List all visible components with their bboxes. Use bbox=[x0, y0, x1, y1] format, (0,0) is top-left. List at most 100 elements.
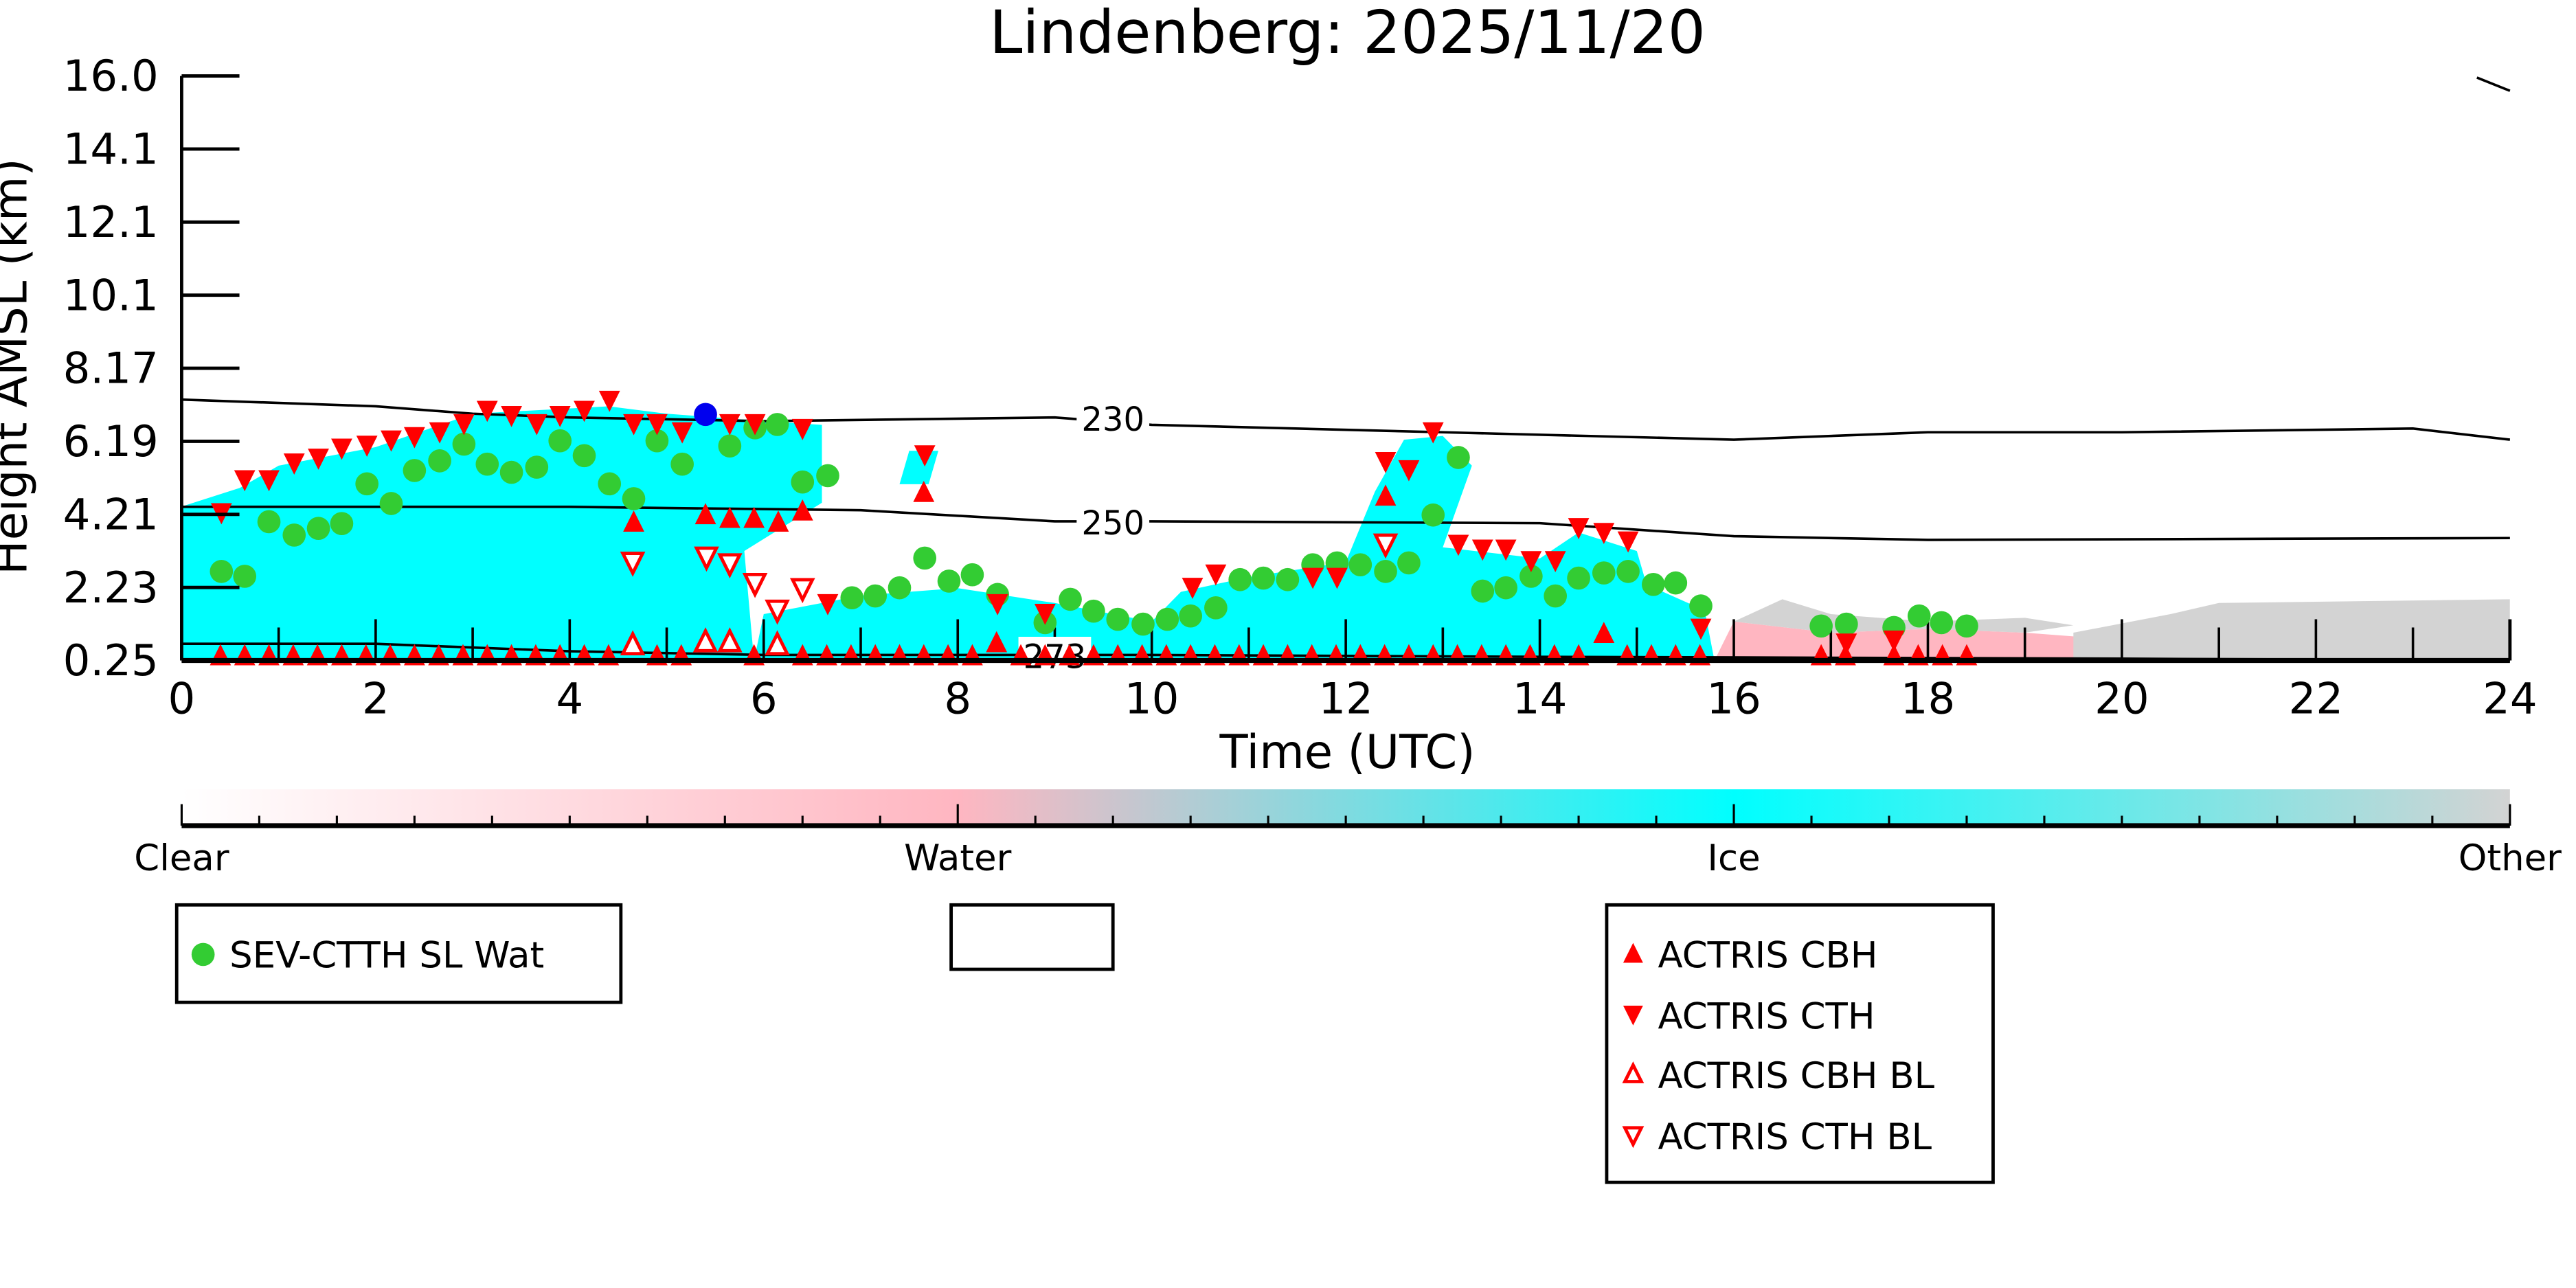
data-point-triangle-down bbox=[1568, 518, 1590, 539]
data-point-circle bbox=[306, 517, 330, 541]
data-point-circle bbox=[765, 413, 789, 436]
data-point-triangle-down-open bbox=[789, 578, 815, 604]
data-point-circle bbox=[1252, 566, 1275, 590]
data-point-circle bbox=[548, 429, 572, 453]
data-point-circle bbox=[1592, 561, 1616, 585]
data-point-circle bbox=[645, 429, 669, 453]
data-point-triangle-down bbox=[429, 422, 451, 444]
cloud-region-ice bbox=[754, 436, 1715, 661]
triangle-down-icon bbox=[1623, 1005, 1643, 1026]
data-point-circle bbox=[257, 510, 281, 534]
data-point-circle bbox=[233, 565, 257, 588]
x-tick-label: 18 bbox=[1901, 673, 1956, 723]
x-tick-label: 6 bbox=[750, 673, 778, 723]
data-point-circle bbox=[1544, 584, 1568, 608]
contour-label: 273 bbox=[1024, 638, 1087, 677]
y-tick-label: 8.17 bbox=[63, 343, 159, 394]
x-tick-label: 14 bbox=[1513, 673, 1568, 723]
data-point-triangle-down-open bbox=[1372, 533, 1399, 559]
y-tick-label: 6.19 bbox=[63, 416, 159, 466]
data-point-triangle-down bbox=[574, 400, 595, 422]
contour-label-bg bbox=[1076, 503, 1150, 540]
cloud-region-water bbox=[1714, 621, 2171, 661]
data-point-circle bbox=[1374, 560, 1397, 583]
data-point-triangle-down bbox=[1034, 603, 1056, 625]
data-point-circle bbox=[718, 434, 742, 458]
y-tick-label: 10.1 bbox=[63, 270, 159, 320]
data-point-triangle-down bbox=[331, 438, 352, 460]
x-tick-label: 10 bbox=[1125, 673, 1179, 723]
data-point-circle bbox=[1106, 607, 1130, 631]
data-point-circle bbox=[1955, 614, 1978, 638]
triangle-up-open-icon bbox=[1622, 1061, 1645, 1083]
x-tick-label: 4 bbox=[556, 673, 583, 723]
colorbar-label: Water bbox=[904, 837, 1012, 879]
data-point-circle bbox=[1348, 553, 1372, 576]
data-point-triangle-down-open bbox=[717, 553, 743, 578]
data-point-triangle-down bbox=[1326, 567, 1348, 589]
data-point-triangle-down-open bbox=[694, 546, 719, 572]
data-point-triangle-up bbox=[1593, 622, 1615, 644]
contour-label-bg bbox=[1018, 636, 1092, 673]
data-point-triangle-up-open bbox=[692, 627, 719, 653]
contour-label: 230 bbox=[1081, 400, 1144, 439]
data-point-triangle-down bbox=[623, 414, 644, 436]
data-point-triangle-up bbox=[913, 480, 935, 502]
data-point-triangle-up bbox=[986, 631, 1008, 653]
legend-label: ACTRIS CTH BL bbox=[1658, 1116, 1932, 1158]
data-point-circle bbox=[1689, 594, 1713, 618]
legend-sev: SEV-CTTH SL Wat bbox=[174, 903, 623, 1004]
y-tick-label: 0.25 bbox=[63, 635, 159, 686]
data-point-triangle-down bbox=[526, 414, 547, 436]
data-point-triangle-up-open bbox=[620, 630, 646, 656]
data-point-circle bbox=[1155, 607, 1179, 631]
x-tick-label: 24 bbox=[2483, 673, 2538, 723]
legend-empty bbox=[949, 903, 1115, 971]
cloud-region-other bbox=[2073, 599, 2510, 661]
data-point-triangle-up bbox=[767, 510, 789, 532]
data-point-triangle-down bbox=[1835, 633, 1857, 655]
data-point-circle bbox=[379, 492, 403, 515]
data-point-triangle-down bbox=[549, 406, 571, 427]
data-point-triangle-down-open bbox=[620, 552, 646, 577]
triangle-down-open-icon bbox=[1622, 1126, 1645, 1149]
data-point-circle bbox=[210, 560, 234, 583]
data-point-circle bbox=[1567, 566, 1590, 590]
contour-label: 250 bbox=[1081, 504, 1144, 543]
data-point-triangle-down bbox=[381, 430, 402, 452]
contour-label-bg bbox=[1076, 399, 1150, 436]
legend-label: SEV-CTTH SL Wat bbox=[229, 935, 544, 977]
data-point-circle bbox=[1930, 611, 1954, 635]
data-point-triangle-down bbox=[258, 470, 280, 492]
data-point-triangle-down bbox=[403, 427, 425, 449]
x-tick-label: 22 bbox=[2289, 673, 2344, 723]
data-point-circle bbox=[1397, 551, 1421, 575]
data-point-triangle-down bbox=[598, 390, 620, 412]
data-point-triangle-down bbox=[646, 414, 668, 436]
data-point-circle bbox=[1131, 612, 1155, 636]
data-point-circle bbox=[525, 455, 549, 479]
data-point-triangle-down bbox=[1544, 551, 1566, 573]
x-tick-label: 0 bbox=[168, 673, 196, 723]
x-tick-label: 2 bbox=[362, 673, 389, 723]
data-point-circle bbox=[913, 546, 937, 570]
legend-actris: ACTRIS CBH ACTRIS CTH ACTRIS CBH BL ACTR… bbox=[1605, 903, 1995, 1184]
data-point-triangle-down bbox=[817, 594, 839, 615]
data-point-circle bbox=[622, 487, 646, 510]
data-point-circle bbox=[1228, 567, 1252, 591]
data-point-circle bbox=[1082, 599, 1105, 623]
data-point-circle bbox=[863, 584, 888, 608]
y-axis-label: Height AMSL (km) bbox=[0, 158, 37, 575]
data-point-triangle-down bbox=[791, 418, 813, 440]
data-point-triangle-down bbox=[356, 436, 378, 457]
data-point-circle bbox=[694, 403, 717, 427]
colorbar-label: Other bbox=[2459, 837, 2562, 879]
data-point-circle bbox=[1059, 587, 1082, 611]
data-point-triangle-down bbox=[1471, 539, 1493, 561]
y-tick-label: 4.21 bbox=[63, 489, 159, 539]
data-point-triangle-down bbox=[719, 414, 741, 436]
data-point-circle bbox=[403, 459, 427, 482]
data-point-triangle-up-open bbox=[717, 627, 743, 653]
data-point-circle bbox=[355, 472, 379, 496]
